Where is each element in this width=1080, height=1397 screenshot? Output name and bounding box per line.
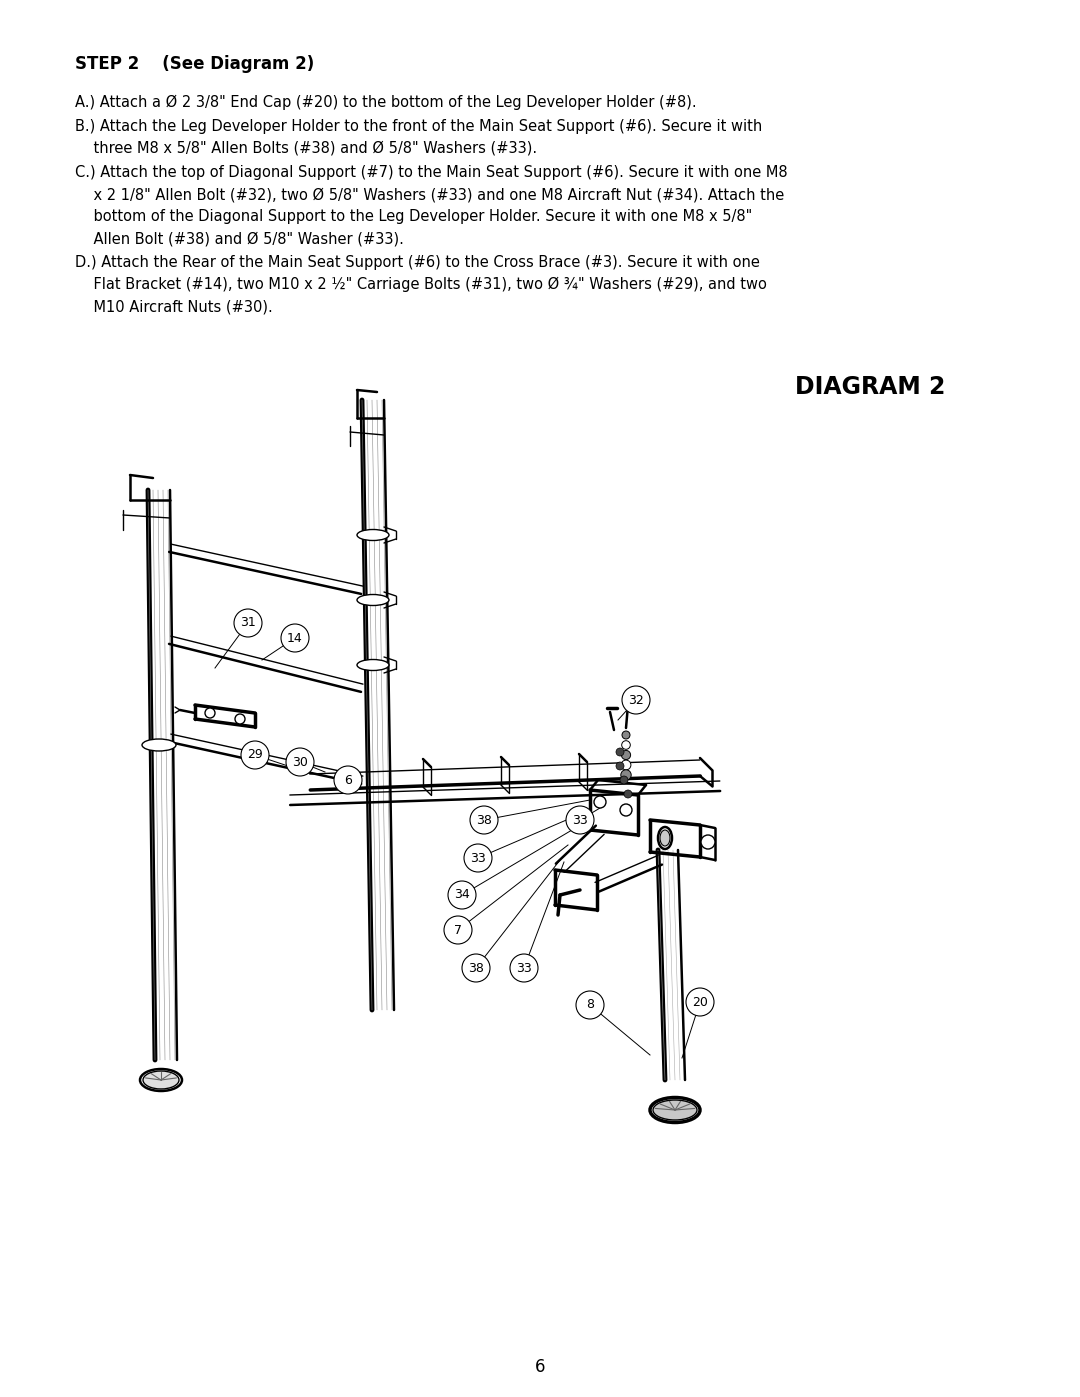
Text: Flat Bracket (#14), two M10 x 2 ½" Carriage Bolts (#31), two Ø ¾" Washers (#29),: Flat Bracket (#14), two M10 x 2 ½" Carri… (75, 277, 767, 292)
Circle shape (346, 780, 354, 787)
Text: STEP 2    (See Diagram 2): STEP 2 (See Diagram 2) (75, 54, 314, 73)
Ellipse shape (660, 830, 670, 847)
Ellipse shape (650, 1098, 700, 1123)
Text: 8: 8 (586, 999, 594, 1011)
Circle shape (286, 747, 314, 775)
Ellipse shape (357, 659, 389, 671)
Text: 33: 33 (572, 813, 588, 827)
Text: B.) Attach the Leg Developer Holder to the front of the Main Seat Support (#6). : B.) Attach the Leg Developer Holder to t… (75, 119, 762, 134)
Text: 30: 30 (292, 756, 308, 768)
Circle shape (594, 796, 606, 807)
Circle shape (620, 805, 632, 816)
Text: 29: 29 (247, 749, 262, 761)
Circle shape (205, 708, 215, 718)
Text: A.) Attach a Ø 2 3/8" End Cap (#20) to the bottom of the Leg Developer Holder (#: A.) Attach a Ø 2 3/8" End Cap (#20) to t… (75, 95, 697, 110)
Text: 31: 31 (240, 616, 256, 630)
Text: 38: 38 (468, 961, 484, 975)
Circle shape (334, 766, 362, 793)
Circle shape (281, 624, 309, 652)
Circle shape (622, 686, 650, 714)
Ellipse shape (141, 739, 176, 752)
Circle shape (624, 789, 632, 798)
Text: x 2 1/8" Allen Bolt (#32), two Ø 5/8" Washers (#33) and one M8 Aircraft Nut (#34: x 2 1/8" Allen Bolt (#32), two Ø 5/8" Wa… (75, 187, 784, 203)
Circle shape (701, 835, 715, 849)
Circle shape (686, 988, 714, 1016)
Text: 34: 34 (454, 888, 470, 901)
Circle shape (616, 761, 624, 770)
Text: 33: 33 (516, 961, 531, 975)
Text: 38: 38 (476, 813, 491, 827)
Circle shape (342, 775, 357, 791)
Circle shape (510, 954, 538, 982)
Ellipse shape (143, 1071, 179, 1090)
Circle shape (470, 806, 498, 834)
Circle shape (241, 740, 269, 768)
Ellipse shape (653, 1099, 697, 1120)
Text: 20: 20 (692, 996, 707, 1009)
Circle shape (622, 740, 631, 749)
Text: Allen Bolt (#38) and Ø 5/8" Washer (#33).: Allen Bolt (#38) and Ø 5/8" Washer (#33)… (75, 231, 404, 246)
Text: 6: 6 (535, 1358, 545, 1376)
Circle shape (235, 714, 245, 724)
Ellipse shape (357, 595, 389, 605)
Circle shape (622, 731, 630, 739)
Text: 33: 33 (470, 852, 486, 865)
Text: 6: 6 (345, 774, 352, 787)
Text: 32: 32 (629, 693, 644, 707)
Text: DIAGRAM 2: DIAGRAM 2 (795, 374, 945, 400)
Text: M10 Aircraft Nuts (#30).: M10 Aircraft Nuts (#30). (75, 299, 273, 314)
Circle shape (464, 844, 492, 872)
Circle shape (234, 609, 262, 637)
Text: bottom of the Diagonal Support to the Leg Developer Holder. Secure it with one M: bottom of the Diagonal Support to the Le… (75, 210, 753, 224)
Circle shape (444, 916, 472, 944)
Circle shape (620, 775, 627, 784)
Circle shape (448, 882, 476, 909)
Text: D.) Attach the Rear of the Main Seat Support (#6) to the Cross Brace (#3). Secur: D.) Attach the Rear of the Main Seat Sup… (75, 256, 760, 270)
Circle shape (462, 954, 490, 982)
Ellipse shape (658, 827, 672, 849)
Ellipse shape (357, 529, 389, 541)
Circle shape (576, 990, 604, 1018)
Circle shape (616, 747, 624, 756)
Text: 7: 7 (454, 923, 462, 936)
Circle shape (621, 750, 631, 760)
Circle shape (566, 806, 594, 834)
Text: three M8 x 5/8" Allen Bolts (#38) and Ø 5/8" Washers (#33).: three M8 x 5/8" Allen Bolts (#38) and Ø … (75, 141, 537, 156)
Circle shape (621, 770, 631, 780)
Text: C.) Attach the top of Diagonal Support (#7) to the Main Seat Support (#6). Secur: C.) Attach the top of Diagonal Support (… (75, 165, 787, 180)
Ellipse shape (140, 1069, 183, 1091)
Circle shape (621, 760, 631, 770)
Text: 14: 14 (287, 631, 302, 644)
